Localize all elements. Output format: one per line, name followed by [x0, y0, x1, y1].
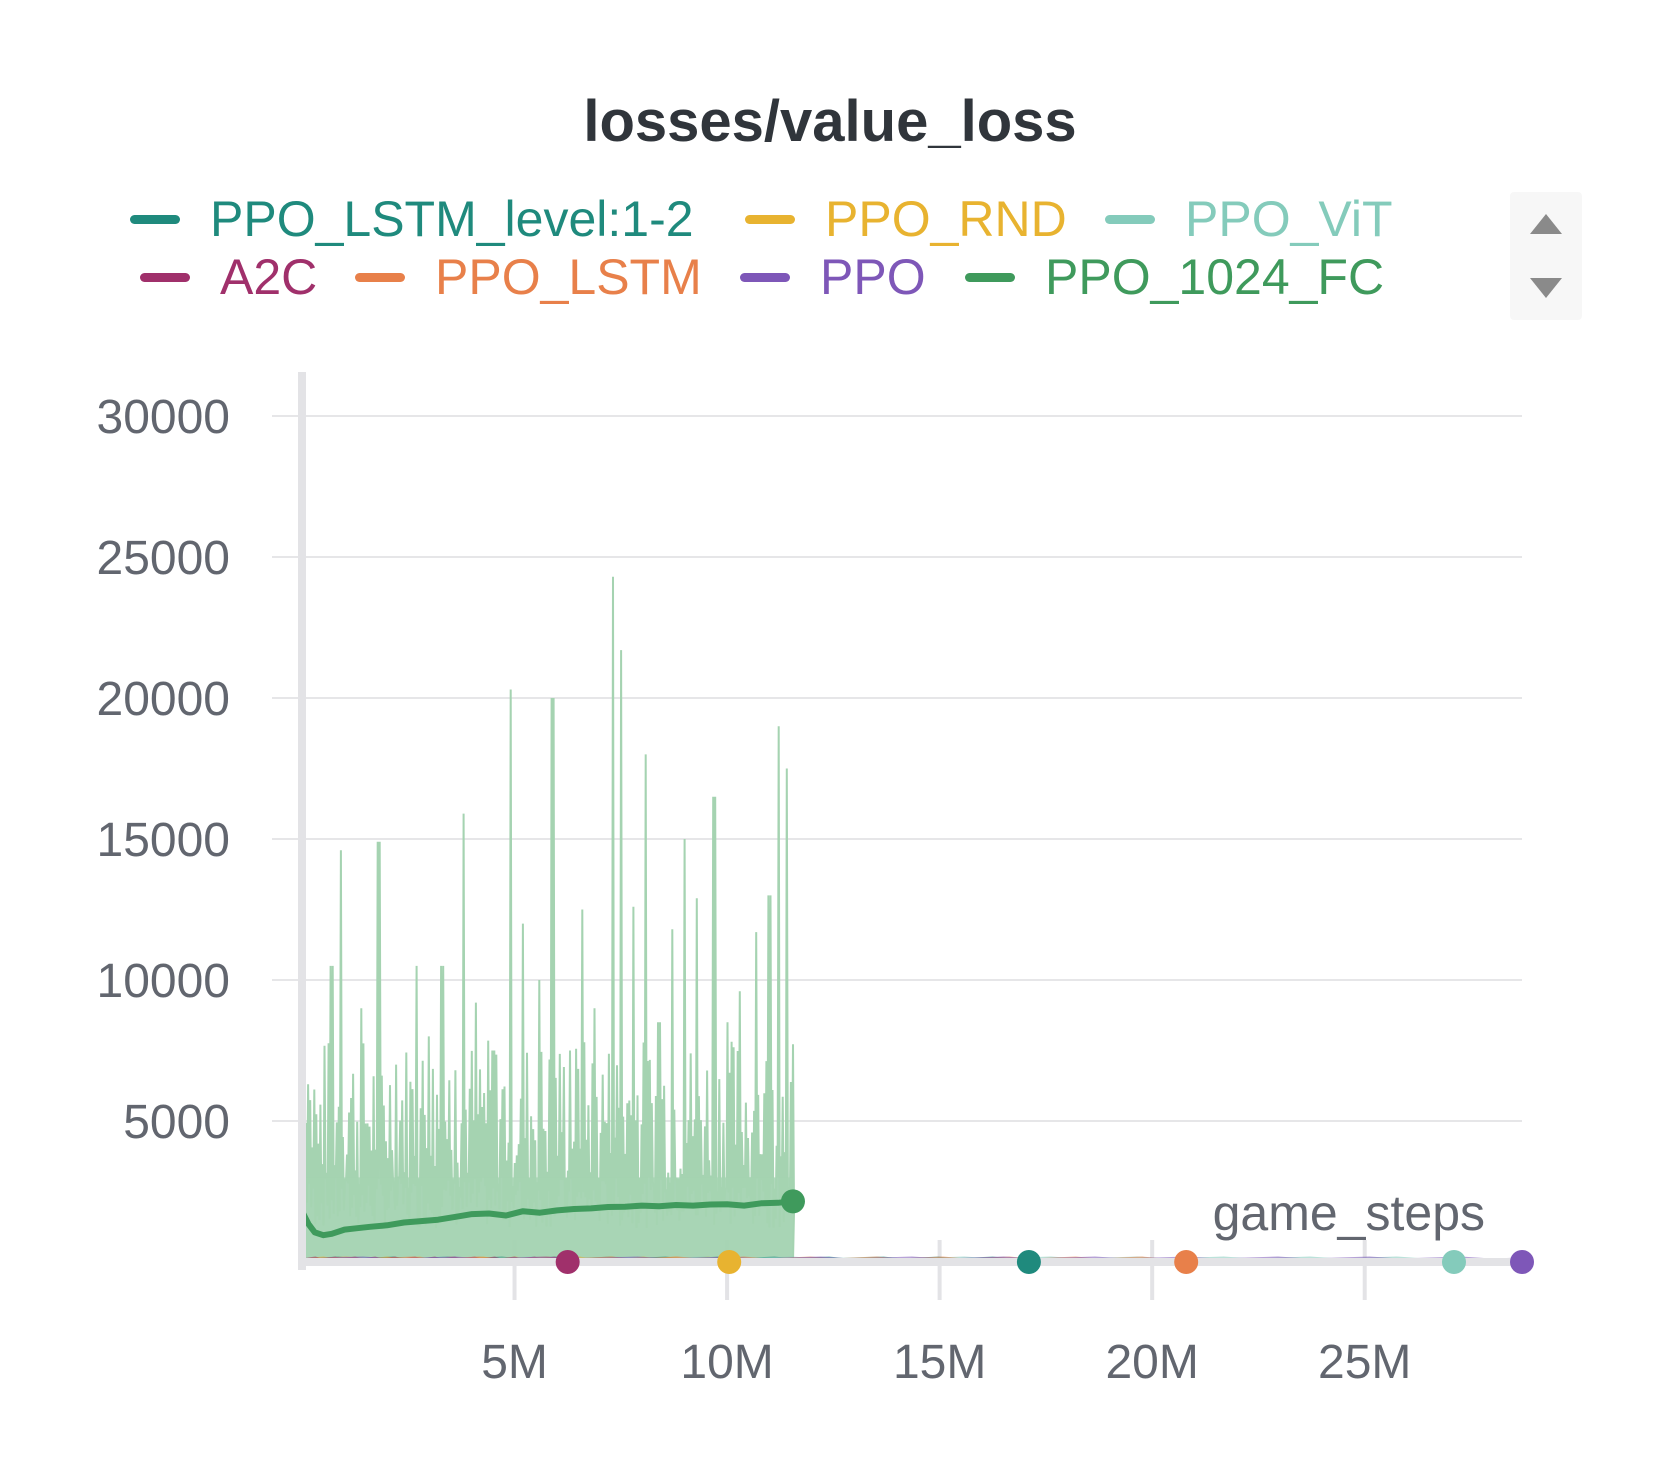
legend-label: A2C [220, 249, 318, 305]
legend-item[interactable]: PPO_LSTM_level:1-2 [130, 190, 694, 248]
legend-item[interactable]: PPO_1024_FC [965, 248, 1384, 306]
legend-label: PPO_LSTM [435, 249, 702, 305]
y-tick-label: 25000 [97, 532, 230, 585]
x-ticks: 5M 10M 15M 20M 25M [481, 1336, 1411, 1389]
x-axis-label: game_steps [1213, 1185, 1485, 1241]
legend-label: PPO_1024_FC [1045, 249, 1385, 305]
grid [272, 415, 1522, 1122]
y-tick-label: 20000 [97, 673, 230, 726]
endpoints [555, 1189, 1534, 1274]
legend-label: PPO_LSTM_level:1-2 [210, 191, 694, 247]
y-tick-label: 5000 [123, 1096, 230, 1149]
raw-band-body [302, 1177, 793, 1260]
legend-scroll [1510, 192, 1582, 320]
y-tick-label: 10000 [97, 955, 230, 1008]
x-tick-label: 25M [1318, 1336, 1411, 1389]
legend-label: PPO_RND [825, 191, 1067, 247]
legend-swatch [745, 214, 795, 224]
x-tick-label: 5M [481, 1336, 548, 1389]
legend-item[interactable]: PPO_ViT [1105, 190, 1393, 248]
legend: PPO_LSTM_level:1-2 PPO_RND PPO_ViT A2C P… [110, 190, 1510, 320]
series-endpoint [1016, 1250, 1041, 1274]
series-endpoint [1441, 1250, 1466, 1274]
chart-title: losses/value_loss [583, 89, 1077, 154]
legend-label: PPO_ViT [1185, 191, 1393, 247]
x-tick-label: 10M [680, 1336, 773, 1389]
series-endpoint [780, 1189, 805, 1214]
series-layer [300, 576, 1523, 1260]
series-endpoint [1510, 1250, 1534, 1274]
series-endpoint [1174, 1250, 1199, 1274]
legend-swatch [140, 272, 190, 282]
x-tick-label: 15M [893, 1336, 986, 1389]
legend-swatch [355, 272, 405, 282]
series-line-smoothed [300, 1198, 792, 1239]
legend-swatch [965, 272, 1015, 282]
legend-item[interactable]: PPO [740, 248, 926, 306]
series-endpoint [555, 1250, 580, 1274]
x-tick-label: 20M [1105, 1336, 1198, 1389]
legend-swatch [130, 214, 180, 224]
legend-item[interactable]: PPO_LSTM [355, 248, 702, 306]
legend-item[interactable]: A2C [140, 248, 317, 306]
legend-item[interactable]: PPO_RND [745, 190, 1067, 248]
scroll-down-icon[interactable] [1530, 278, 1562, 298]
scroll-up-icon[interactable] [1530, 214, 1562, 234]
y-tick-label: 30000 [97, 391, 230, 444]
series-endpoint [717, 1250, 742, 1274]
y-ticks: 5000 10000 15000 20000 25000 30000 [97, 391, 230, 1149]
raw-band-ppo_1024_fc [301, 576, 796, 1260]
legend-label: PPO [820, 249, 926, 305]
y-tick-label: 15000 [97, 814, 230, 867]
legend-swatch [1105, 214, 1155, 224]
legend-swatch [740, 272, 790, 282]
